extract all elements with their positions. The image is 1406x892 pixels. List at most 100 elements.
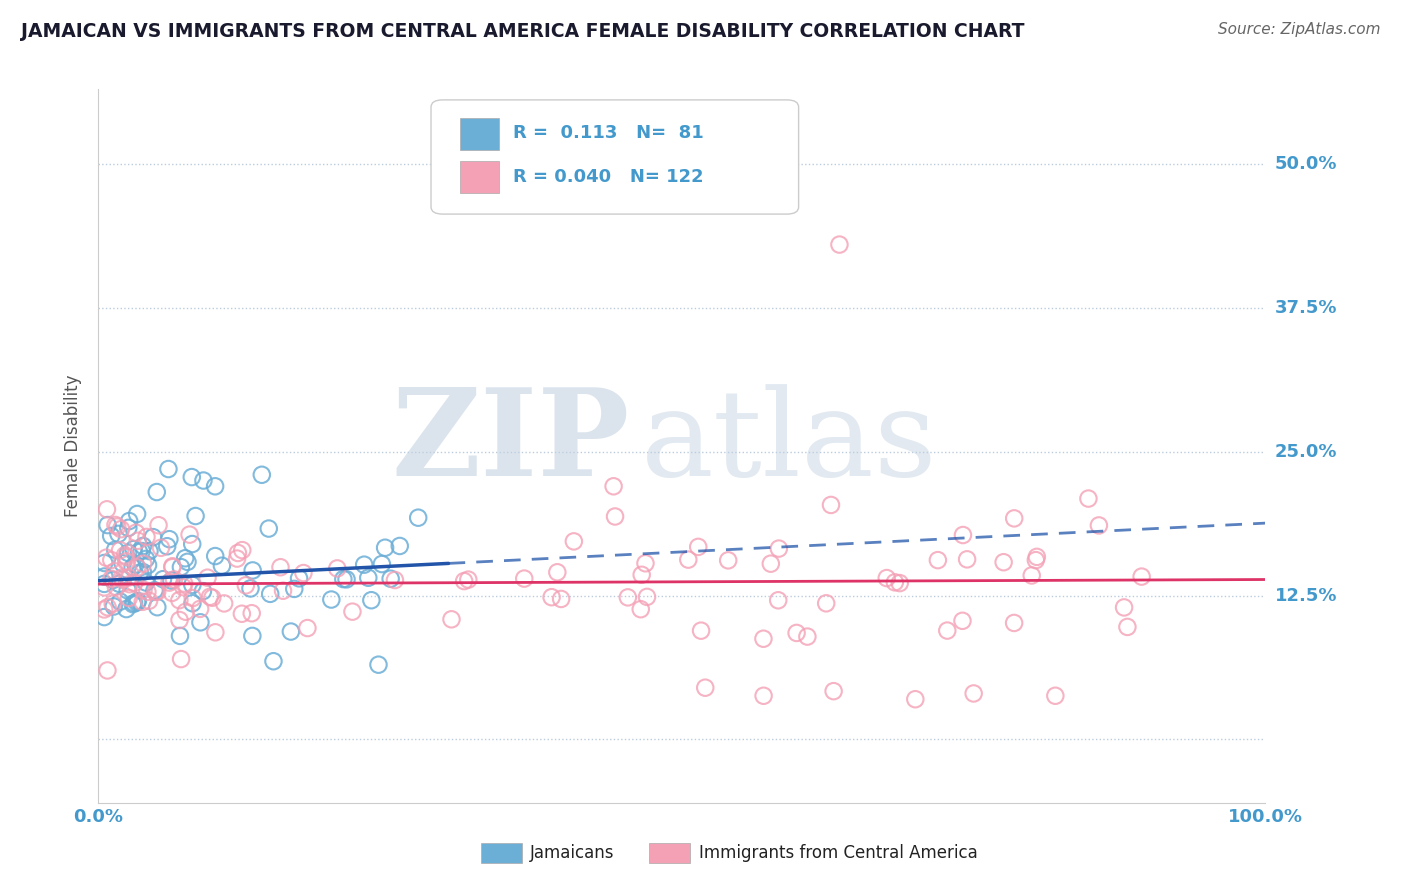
Point (96, 550, 118, 565)
Point (127, 533, 149, 548)
Point (630, 602, 652, 616)
Point (100, 553, 122, 567)
Point (235, 578, 257, 592)
Point (1130, 569, 1153, 583)
Point (280, 624, 302, 639)
Point (889, 576, 911, 591)
Text: 25.0%: 25.0% (1275, 442, 1337, 461)
Point (226, 546, 249, 560)
Point (149, 541, 172, 555)
Point (823, 684, 845, 698)
Point (690, 624, 713, 638)
FancyBboxPatch shape (650, 843, 690, 863)
Point (332, 572, 354, 586)
Point (136, 558, 159, 572)
Point (93, 569, 115, 583)
Point (135, 530, 157, 544)
Point (160, 574, 183, 588)
Point (550, 591, 572, 606)
Point (93, 580, 115, 594)
Point (115, 554, 138, 568)
Point (129, 566, 152, 580)
Point (97, 600, 120, 615)
Point (262, 654, 284, 668)
Point (104, 580, 127, 594)
Point (440, 612, 463, 626)
Point (138, 593, 160, 607)
Point (190, 615, 212, 630)
Point (388, 539, 411, 553)
FancyBboxPatch shape (432, 100, 799, 214)
FancyBboxPatch shape (460, 161, 499, 193)
Point (191, 584, 214, 599)
Point (796, 630, 818, 644)
Point (353, 558, 375, 572)
Point (197, 571, 219, 585)
Point (181, 591, 204, 605)
Point (100, 529, 122, 543)
Point (374, 541, 396, 555)
Point (360, 593, 382, 607)
Point (135, 575, 157, 590)
Point (117, 583, 139, 598)
Point (384, 573, 406, 587)
Point (104, 565, 127, 579)
Point (138, 544, 160, 558)
Point (257, 522, 280, 536)
Point (752, 632, 775, 646)
Text: Jamaicans: Jamaicans (530, 844, 614, 862)
Point (546, 566, 568, 580)
Point (242, 563, 264, 577)
Text: Source: ZipAtlas.com: Source: ZipAtlas.com (1218, 22, 1381, 37)
Point (122, 596, 145, 610)
Point (111, 557, 134, 571)
Point (457, 573, 479, 587)
Point (170, 652, 193, 666)
Point (104, 518, 127, 533)
Point (117, 546, 139, 560)
Point (204, 549, 226, 563)
Point (179, 527, 201, 541)
Point (240, 606, 263, 620)
Text: R =  0.113   N=  81: R = 0.113 N= 81 (513, 124, 703, 142)
Point (815, 596, 838, 610)
Point (174, 551, 197, 566)
Point (115, 550, 138, 565)
Text: JAMAICAN VS IMMIGRANTS FROM CENTRAL AMERICA FEMALE DISABILITY CORRELATION CHART: JAMAICAN VS IMMIGRANTS FROM CENTRAL AMER… (21, 22, 1025, 41)
Point (143, 585, 166, 599)
Point (176, 555, 198, 569)
Point (768, 541, 790, 556)
Text: ZIP: ZIP (391, 384, 630, 501)
Point (107, 527, 129, 541)
Text: R = 0.040   N= 122: R = 0.040 N= 122 (513, 168, 703, 186)
Point (630, 567, 652, 582)
Point (367, 657, 389, 672)
Point (169, 613, 191, 627)
Point (326, 561, 349, 575)
Point (132, 565, 155, 579)
Point (540, 590, 562, 604)
Point (962, 686, 984, 700)
Point (118, 577, 141, 591)
Point (198, 590, 221, 604)
Text: atlas: atlas (641, 384, 938, 501)
Point (357, 571, 380, 585)
Point (184, 509, 207, 524)
Point (562, 534, 585, 549)
Point (121, 597, 143, 611)
Text: 37.5%: 37.5% (1275, 299, 1337, 317)
Point (226, 551, 249, 566)
Point (752, 689, 775, 703)
Point (93, 577, 115, 591)
Point (93, 556, 115, 570)
Y-axis label: Female Disability: Female Disability (65, 375, 83, 517)
Point (188, 602, 211, 616)
Point (181, 537, 204, 551)
Point (111, 573, 134, 587)
Point (131, 544, 153, 558)
Point (97, 518, 120, 533)
Point (342, 605, 364, 619)
Point (321, 592, 343, 607)
Point (717, 553, 740, 567)
Point (250, 467, 273, 482)
